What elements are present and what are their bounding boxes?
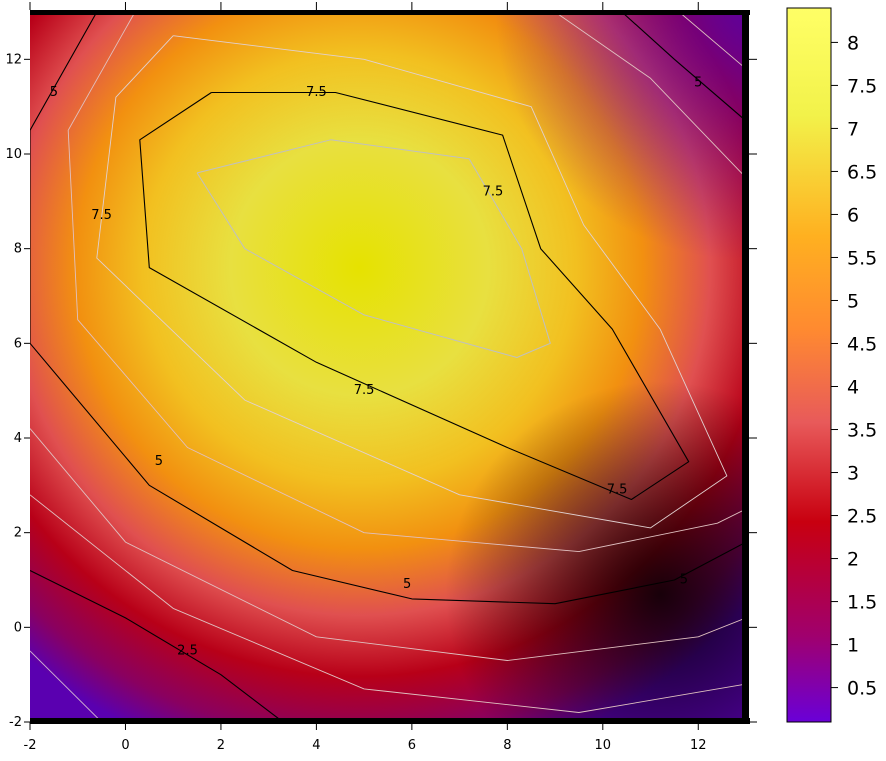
contour-label: 5: [155, 454, 163, 469]
contour-label: 5: [50, 85, 58, 100]
x-tick-label: 0: [121, 738, 129, 753]
contour-1-5: [30, 650, 102, 722]
plot-right-border: [742, 10, 749, 724]
colorbar-tick-label: 2.5: [847, 506, 877, 528]
contour-2-5: [30, 570, 284, 722]
contour-4: [30, 428, 746, 661]
colorbar-tick-label: 0.5: [847, 678, 877, 700]
contour-label: 7.5: [354, 383, 375, 398]
y-tick-label: -2: [9, 715, 22, 730]
colorbar-tick-label: 6.5: [847, 161, 877, 183]
plot-bottom-border: [30, 718, 750, 724]
colorbar-tick-label: 8: [847, 32, 859, 54]
contour-label: 5: [680, 573, 688, 588]
contour-label: 7.5: [483, 184, 504, 199]
contour-3-top-right: [678, 12, 746, 70]
contour-label: 5: [694, 76, 702, 91]
contour-6: [67, 12, 746, 553]
contour-labels: 5 7.5 7.5 7.5 7.5 7.5 5 5 5 5 2.5: [50, 76, 703, 659]
x-tick-label: 6: [408, 738, 416, 753]
colorbar-tick-label: 3: [847, 463, 859, 485]
contour-label: 2.5: [177, 644, 198, 659]
y-tick-label: 8: [14, 242, 22, 257]
x-axis: -2 0 2 4 6 8 10 12: [24, 2, 707, 753]
contour-lines: [30, 12, 746, 722]
contour-label: 7.5: [91, 208, 112, 223]
contour-7: [96, 35, 728, 529]
heatmap-area: 5 7.5 7.5 7.5 7.5 7.5 5 5 5 5 2.5: [30, 12, 746, 722]
colorbar-tick-label: 5.5: [847, 247, 877, 269]
plot-top-border: [30, 10, 750, 15]
colorbar-tick-label: 7: [847, 118, 859, 140]
colorbar-tick-label: 5: [847, 290, 859, 312]
contour-5-top-right: [621, 12, 746, 122]
y-axis: -2 0 2 4 6 8 10 12: [5, 52, 757, 730]
colorbar-tick-label: 1: [847, 635, 859, 657]
contour-label: 5: [403, 577, 411, 592]
y-tick-label: 10: [5, 147, 22, 162]
y-tick-label: 6: [14, 336, 22, 351]
y-tick-label: 4: [14, 431, 22, 446]
x-tick-label: 10: [595, 738, 612, 753]
x-tick-label: 4: [312, 738, 320, 753]
colorbar-tick-label: 4: [847, 377, 859, 399]
colorbar: 0.5 1 1.5 2 2.5 3 3.5 4 4.5 5 5.5 6 6.5 7 7.5 8: [786, 7, 877, 723]
heatmap-shadow: [30, 12, 746, 722]
colorbar-gradient: [786, 7, 832, 723]
x-tick-label: -2: [24, 738, 37, 753]
contour-label: 7.5: [306, 85, 327, 100]
contour-7-5: [139, 91, 690, 501]
colorbar-ticks: 0.5 1 1.5 2 2.5 3 3.5 4 4.5 5 5.5 6 6.5 7 7.5 8: [831, 32, 877, 700]
y-tick-label: 2: [14, 526, 22, 541]
y-tick-label: 0: [14, 620, 22, 635]
contour-3: [30, 494, 746, 713]
colorbar-tick-label: 1.5: [847, 592, 877, 614]
x-tick-label: 2: [217, 738, 225, 753]
x-tick-label: 8: [503, 738, 511, 753]
x-tick-label: 12: [690, 738, 707, 753]
y-tick-label: 12: [5, 52, 22, 67]
colorbar-tick-label: 4.5: [847, 333, 877, 355]
colorbar-tick-label: 2: [847, 549, 859, 571]
contour-6-top-right: [554, 12, 746, 179]
colorbar-tick-label: 7.5: [847, 75, 877, 97]
colorbar-tick-label: 3.5: [847, 420, 877, 442]
colorbar-tick-label: 6: [847, 204, 859, 226]
contour-5-outer: [30, 12, 746, 605]
contour-8: [196, 139, 551, 358]
contour-label: 7.5: [607, 483, 628, 498]
